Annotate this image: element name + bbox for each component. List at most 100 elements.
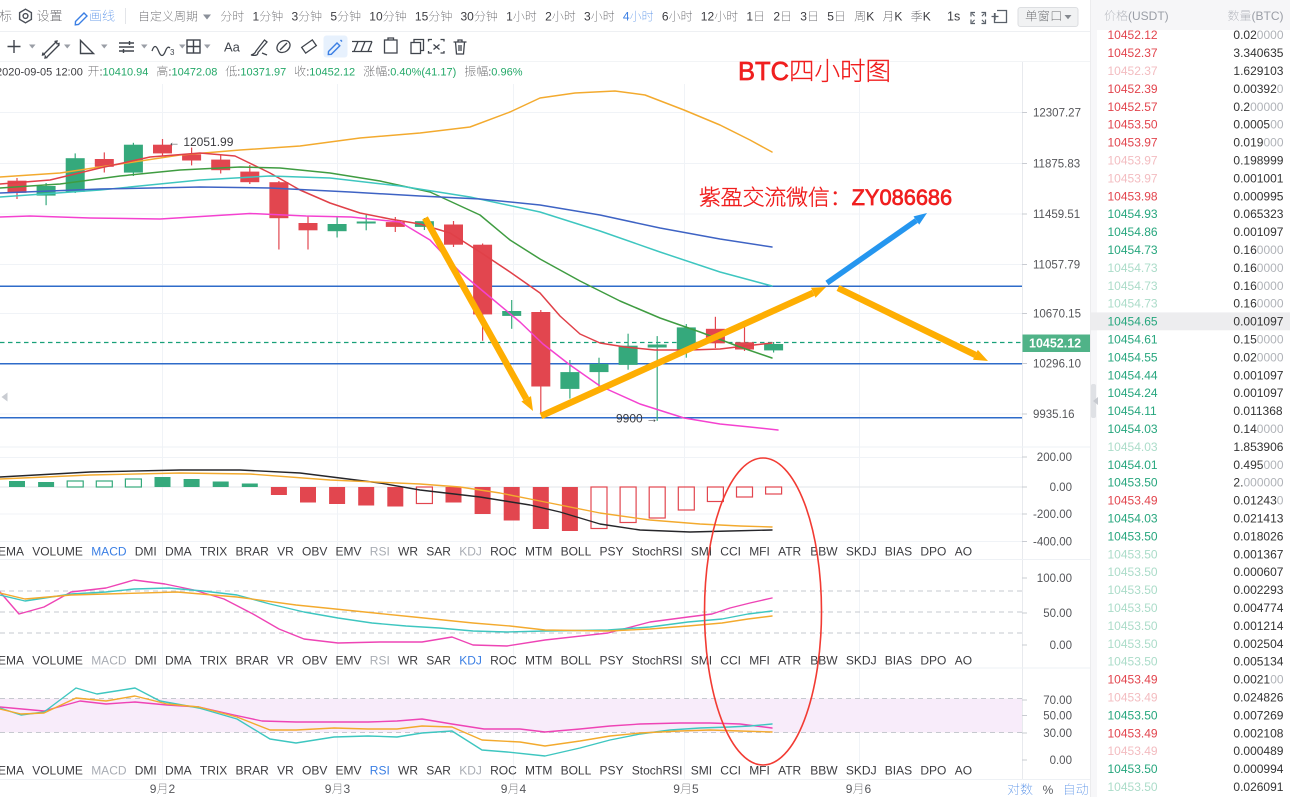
- svg-text:00000: 00000: [1250, 100, 1284, 114]
- svg-text:1.853906: 1.853906: [1233, 440, 1283, 454]
- svg-text:CCI: CCI: [720, 764, 741, 778]
- svg-text:4: 4: [623, 10, 630, 24]
- svg-text:MACD: MACD: [91, 764, 127, 778]
- svg-text:0.000994: 0.000994: [1233, 762, 1283, 776]
- svg-text:10454.03: 10454.03: [1108, 512, 1158, 526]
- svg-text:10453.97: 10453.97: [1108, 136, 1158, 150]
- svg-text:-200.00: -200.00: [1033, 509, 1072, 521]
- svg-text:10452.12: 10452.12: [1029, 337, 1081, 351]
- svg-text:SAR: SAR: [426, 545, 451, 559]
- svg-text:10453.49: 10453.49: [1108, 691, 1158, 705]
- svg-text:0000: 0000: [1257, 333, 1284, 347]
- svg-text:1.629103: 1.629103: [1233, 64, 1283, 78]
- svg-text:3.340635: 3.340635: [1233, 46, 1283, 60]
- svg-text:10453.50: 10453.50: [1108, 708, 1158, 722]
- svg-text:10453.50: 10453.50: [1108, 565, 1158, 579]
- svg-text:StochRSI: StochRSI: [632, 545, 683, 559]
- svg-text:2020-09-05 12:00: 2020-09-05 12:00: [0, 67, 83, 79]
- svg-text:10452.37: 10452.37: [1108, 46, 1158, 60]
- svg-text:10452.12: 10452.12: [1108, 28, 1158, 42]
- svg-text:0.00: 0.00: [1050, 755, 1072, 767]
- svg-text:0.021413: 0.021413: [1233, 512, 1283, 526]
- svg-text:DMA: DMA: [165, 654, 192, 668]
- svg-text:10453.50: 10453.50: [1108, 619, 1158, 633]
- svg-text:VOLUME: VOLUME: [32, 654, 83, 668]
- svg-text:0.0005: 0.0005: [1233, 118, 1270, 132]
- svg-text:0.005134: 0.005134: [1233, 655, 1283, 669]
- svg-text:AO: AO: [955, 764, 972, 778]
- svg-text:10454.11: 10454.11: [1108, 404, 1157, 418]
- svg-text:10454.55: 10454.55: [1108, 350, 1158, 364]
- svg-text:RSI: RSI: [370, 764, 390, 778]
- svg-text:EMV: EMV: [336, 764, 362, 778]
- svg-text:SAR: SAR: [426, 764, 451, 778]
- svg-text:ATR: ATR: [778, 654, 801, 668]
- svg-text:0.16: 0.16: [1233, 261, 1257, 275]
- svg-text:DMI: DMI: [135, 545, 157, 559]
- svg-text:9: 9: [846, 782, 853, 796]
- svg-text:10453.50: 10453.50: [1108, 547, 1158, 561]
- svg-text:DMI: DMI: [135, 764, 157, 778]
- svg-text:OBV: OBV: [302, 654, 327, 668]
- svg-text:BBW: BBW: [810, 764, 838, 778]
- svg-text:2: 2: [545, 10, 552, 24]
- svg-text:(USDT): (USDT): [1128, 9, 1169, 23]
- svg-text:SMI: SMI: [691, 654, 712, 668]
- svg-text:MTM: MTM: [525, 545, 552, 559]
- svg-text:AO: AO: [955, 654, 972, 668]
- svg-text:11459.51: 11459.51: [1033, 209, 1080, 221]
- svg-text:OBV: OBV: [302, 764, 327, 778]
- svg-text:0.16: 0.16: [1233, 297, 1257, 311]
- svg-text:0.007269: 0.007269: [1233, 708, 1283, 722]
- svg-text:VOLUME: VOLUME: [32, 545, 83, 559]
- svg-text:K: K: [866, 10, 874, 24]
- svg-text:AO: AO: [955, 545, 972, 559]
- svg-text:KDJ: KDJ: [459, 764, 482, 778]
- svg-text:11057.79: 11057.79: [1033, 260, 1080, 272]
- svg-text::: :: [387, 67, 390, 79]
- svg-text:15: 15: [415, 10, 429, 24]
- svg-text::: :: [306, 67, 309, 79]
- svg-text:StochRSI: StochRSI: [632, 764, 683, 778]
- svg-text:0000: 0000: [1257, 350, 1284, 364]
- svg-text::: :: [168, 67, 171, 79]
- svg-text:0.001097: 0.001097: [1233, 225, 1283, 239]
- svg-text:0.02: 0.02: [1233, 28, 1257, 42]
- svg-text:5: 5: [827, 10, 834, 24]
- svg-text:3: 3: [292, 10, 299, 24]
- svg-text:DPO: DPO: [920, 654, 946, 668]
- svg-text:9935.16: 9935.16: [1033, 409, 1075, 421]
- svg-text::: :: [488, 67, 491, 79]
- svg-text:10453.98: 10453.98: [1108, 189, 1158, 203]
- svg-text:10452.37: 10452.37: [1108, 64, 1158, 78]
- svg-text:0.0021: 0.0021: [1233, 673, 1270, 687]
- svg-text:10453.50: 10453.50: [1108, 762, 1158, 776]
- svg-text:000000: 000000: [1244, 476, 1284, 490]
- svg-text:SKDJ: SKDJ: [846, 545, 877, 559]
- svg-text:30: 30: [461, 10, 475, 24]
- svg-text:10453.50: 10453.50: [1108, 637, 1158, 651]
- svg-text:10454.61: 10454.61: [1108, 333, 1158, 347]
- svg-text:0.001097: 0.001097: [1233, 315, 1283, 329]
- svg-text:10454.03: 10454.03: [1108, 440, 1158, 454]
- svg-text:10: 10: [369, 10, 383, 24]
- svg-text:10454.73: 10454.73: [1108, 261, 1158, 275]
- svg-text:0.001367: 0.001367: [1233, 547, 1283, 561]
- svg-text:ROC: ROC: [490, 545, 517, 559]
- svg-text:0.019: 0.019: [1233, 136, 1263, 150]
- svg-text:10453.49: 10453.49: [1108, 494, 1158, 508]
- svg-text:0.001097: 0.001097: [1233, 368, 1283, 382]
- svg-text:9: 9: [501, 782, 508, 796]
- svg-text:KDJ: KDJ: [459, 654, 482, 668]
- svg-text:DMI: DMI: [135, 654, 157, 668]
- svg-text:10454.03: 10454.03: [1108, 422, 1158, 436]
- svg-text:SMI: SMI: [691, 764, 712, 778]
- svg-text:0.40%(41.17): 0.40%(41.17): [390, 67, 456, 79]
- svg-text:10453.50: 10453.50: [1108, 118, 1158, 132]
- svg-text:0.01243: 0.01243: [1233, 494, 1277, 508]
- svg-text:000: 000: [1264, 458, 1284, 472]
- svg-text:VR: VR: [277, 654, 294, 668]
- svg-text:TRIX: TRIX: [200, 654, 227, 668]
- svg-text:10452.57: 10452.57: [1108, 100, 1158, 114]
- svg-text:0: 0: [1277, 494, 1284, 508]
